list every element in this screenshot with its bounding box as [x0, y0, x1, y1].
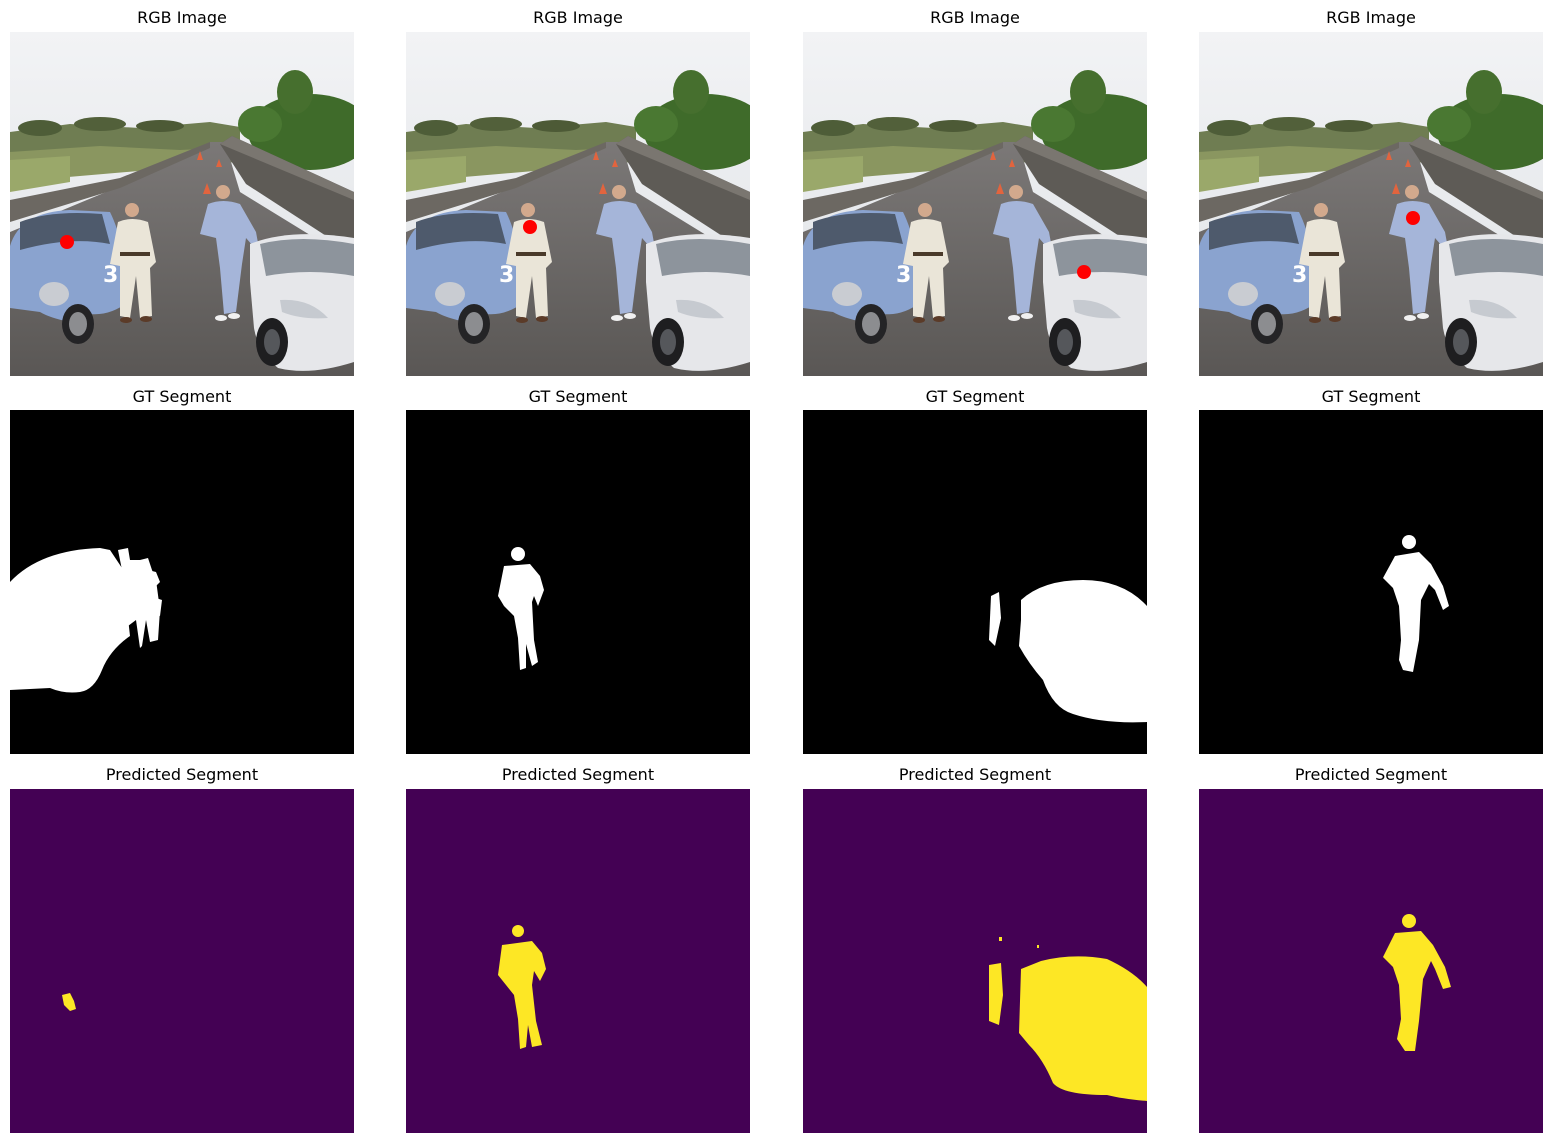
gt-segment-2 [406, 410, 750, 754]
predicted-segment-title-4: Predicted Segment [1294, 765, 1448, 784]
gt-segment-title-4: GT Segment [1321, 387, 1421, 406]
gt-segment-3 [803, 410, 1147, 754]
predicted-segment-3 [803, 789, 1147, 1133]
gt-segment-title-3: GT Segment [925, 387, 1025, 406]
predicted-segment-title-3: Predicted Segment [898, 765, 1052, 784]
rgb-image-title-4: RGB Image [1326, 8, 1416, 27]
rgb-image-3 [803, 32, 1147, 376]
gt-segment-title-2: GT Segment [528, 387, 628, 406]
click-point-marker [60, 235, 74, 249]
rgb-image-title-2: RGB Image [533, 8, 623, 27]
click-point-marker [523, 220, 537, 234]
gt-segment-title-1: GT Segment [132, 387, 232, 406]
click-point-marker [1406, 211, 1420, 225]
click-point-marker [1077, 265, 1091, 279]
rgb-image-4 [1199, 32, 1543, 376]
rgb-image-2 [406, 32, 750, 376]
predicted-segment-2 [406, 789, 750, 1133]
predicted-segment-1 [10, 789, 354, 1133]
predicted-segment-title-2: Predicted Segment [501, 765, 655, 784]
rgb-image-1 [10, 32, 354, 376]
rgb-image-title-1: RGB Image [137, 8, 227, 27]
gt-segment-1 [10, 410, 354, 754]
gt-segment-4 [1199, 410, 1543, 754]
rgb-image-title-3: RGB Image [930, 8, 1020, 27]
predicted-segment-4 [1199, 789, 1543, 1133]
predicted-segment-title-1: Predicted Segment [105, 765, 259, 784]
